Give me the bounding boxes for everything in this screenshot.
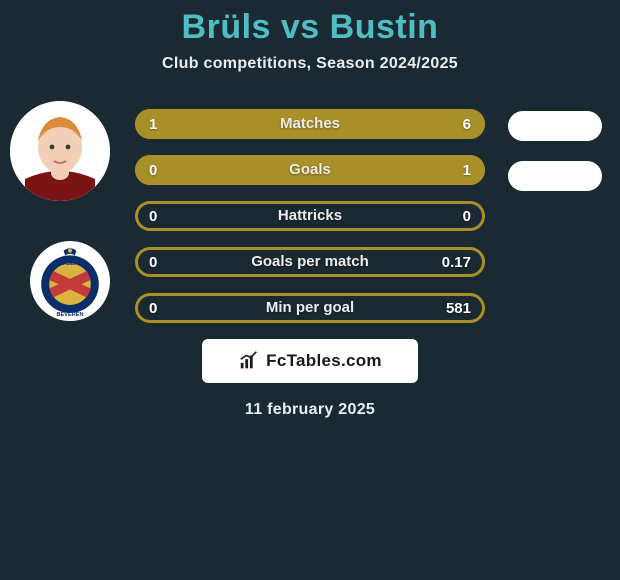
footer-date: 11 february 2025 [0,401,620,419]
widget-root: Brüls vs Bustin Club competitions, Seaso… [0,0,620,580]
stat-value-left: 1 [149,116,157,133]
stat-value-left: 0 [149,162,157,179]
stat-bar: 0581Min per goal [135,293,485,323]
stat-value-right: 0.17 [442,254,471,271]
svg-text:BEVEREN: BEVEREN [56,312,83,318]
stat-value-left: 0 [149,208,157,225]
player-left-avatar [10,101,110,201]
stat-bar: 00Hattricks [135,201,485,231]
player-left-crest: WAASLAND BEVEREN [30,241,110,321]
subtitle: Club competitions, Season 2024/2025 [0,55,620,73]
bar-chart-icon [238,350,260,372]
crest-icon: WAASLAND BEVEREN [30,241,110,321]
stat-fill-right [184,109,485,139]
stat-fill-right [135,293,485,323]
stat-value-left: 0 [149,300,157,317]
person-icon [10,101,110,201]
stat-bar: 16Matches [135,109,485,139]
stats-area: WAASLAND BEVEREN 16Matches01Goals00Hattr… [0,109,620,323]
page-title: Brüls vs Bustin [0,0,620,47]
stat-bar: 00.17Goals per match [135,247,485,277]
stat-bar: 01Goals [135,155,485,185]
player-right-avatar-bottom [508,161,602,191]
stat-fill-right [135,155,485,185]
stat-value-right: 6 [463,116,471,133]
player-right-avatar-top [508,111,602,141]
stat-row: 00.17Goals per match [125,247,495,277]
stat-fill-right [135,201,485,231]
stat-value-right: 1 [463,162,471,179]
footer-brand-text: FcTables.com [266,351,382,371]
stat-row: 00Hattricks [125,201,495,231]
stat-value-left: 0 [149,254,157,271]
svg-text:WAASLAND: WAASLAND [54,261,86,267]
stat-fill-right [135,247,485,277]
footer-brand-badge[interactable]: FcTables.com [202,339,418,383]
stat-row: 16Matches [125,109,495,139]
stat-value-right: 581 [446,300,471,317]
stat-row: 01Goals [125,155,495,185]
stat-value-right: 0 [463,208,471,225]
stat-row: 0581Min per goal [125,293,495,323]
stat-fill-left [135,109,184,139]
